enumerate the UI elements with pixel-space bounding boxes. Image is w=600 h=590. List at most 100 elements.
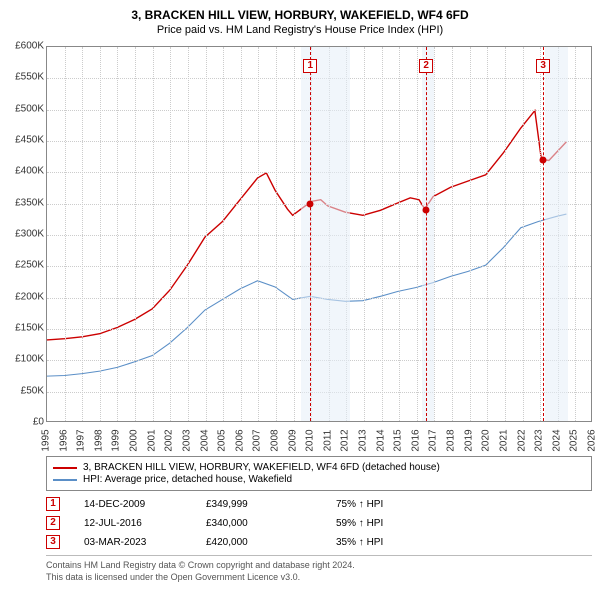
gridline-v — [276, 47, 277, 421]
event-marker: 1 — [303, 59, 317, 73]
gridline-v — [523, 47, 524, 421]
chart-container: 3, BRACKEN HILL VIEW, HORBURY, WAKEFIELD… — [0, 0, 600, 589]
x-axis-label: 2010 — [305, 429, 316, 451]
x-axis-label: 2024 — [551, 429, 562, 451]
legend-row: 3, BRACKEN HILL VIEW, HORBURY, WAKEFIELD… — [53, 462, 585, 473]
x-axis-label: 2000 — [129, 429, 140, 451]
y-axis-label: £500K — [4, 103, 44, 114]
x-axis-label: 1999 — [111, 429, 122, 451]
y-axis-label: £200K — [4, 291, 44, 302]
legend-row: HPI: Average price, detached house, Wake… — [53, 474, 585, 485]
x-axis-label: 2002 — [164, 429, 175, 451]
event-pct: 75% ↑ HPI — [336, 499, 383, 510]
x-axis-label: 2018 — [446, 429, 457, 451]
y-axis-label: £0 — [4, 417, 44, 428]
legend-swatch — [53, 467, 77, 469]
gridline-v — [364, 47, 365, 421]
plot-region: 1 2 3 — [46, 46, 592, 422]
x-axis-label: 1996 — [58, 429, 69, 451]
event-marker: 2 — [419, 59, 433, 73]
event-price: £349,999 — [206, 499, 336, 510]
event-number-box: 2 — [46, 516, 60, 530]
x-axis-label: 1998 — [93, 429, 104, 451]
x-axis-label: 2008 — [269, 429, 280, 451]
gridline-v — [135, 47, 136, 421]
chart-title: 3, BRACKEN HILL VIEW, HORBURY, WAKEFIELD… — [4, 8, 596, 22]
event-date: 12-JUL-2016 — [84, 518, 206, 529]
x-axis-label: 1997 — [76, 429, 87, 451]
x-axis-label: 2015 — [393, 429, 404, 451]
x-axis-label: 2016 — [410, 429, 421, 451]
x-axis-label: 2012 — [340, 429, 351, 451]
y-axis-label: £150K — [4, 323, 44, 334]
event-marker: 3 — [536, 59, 550, 73]
gridline-v — [575, 47, 576, 421]
sale-dot — [540, 156, 547, 163]
x-axis-label: 2004 — [199, 429, 210, 451]
x-axis-label: 2014 — [375, 429, 386, 451]
gridline-v — [382, 47, 383, 421]
gridline-v — [434, 47, 435, 421]
gridline-v — [117, 47, 118, 421]
x-axis-label: 2017 — [428, 429, 439, 451]
event-pct: 59% ↑ HPI — [336, 518, 383, 529]
y-axis-label: £400K — [4, 166, 44, 177]
legend-swatch — [53, 479, 77, 481]
gridline-v — [206, 47, 207, 421]
x-axis-label: 2022 — [516, 429, 527, 451]
legend-label: HPI: Average price, detached house, Wake… — [83, 474, 292, 485]
footer-line-2: This data is licensed under the Open Gov… — [46, 572, 592, 584]
y-axis-label: £600K — [4, 41, 44, 52]
y-axis-label: £450K — [4, 135, 44, 146]
x-axis-label: 2009 — [287, 429, 298, 451]
x-axis-label: 2019 — [463, 429, 474, 451]
x-axis-label: 2025 — [569, 429, 580, 451]
x-axis-label: 2023 — [534, 429, 545, 451]
gridline-v — [188, 47, 189, 421]
gridline-v — [540, 47, 541, 421]
legend-label: 3, BRACKEN HILL VIEW, HORBURY, WAKEFIELD… — [83, 462, 440, 473]
x-axis-label: 2020 — [481, 429, 492, 451]
y-axis-label: £300K — [4, 229, 44, 240]
gridline-v — [241, 47, 242, 421]
event-line — [543, 47, 544, 421]
gridline-v — [223, 47, 224, 421]
gridline-v — [505, 47, 506, 421]
y-axis-label: £250K — [4, 260, 44, 271]
chart-area: 1 2 3 £0 £50K £100K £150K £200K £250K £300K £350K… — [4, 42, 596, 452]
y-axis-label: £350K — [4, 197, 44, 208]
x-axis-label: 2026 — [587, 429, 598, 451]
sale-dot — [307, 200, 314, 207]
y-axis-label: £100K — [4, 354, 44, 365]
gridline-v — [258, 47, 259, 421]
x-axis-label: 1995 — [41, 429, 52, 451]
event-line — [426, 47, 427, 421]
gridline-v — [399, 47, 400, 421]
gridline-v — [153, 47, 154, 421]
gridline-v — [452, 47, 453, 421]
y-axis-label: £550K — [4, 72, 44, 83]
shaded-region — [545, 47, 568, 421]
events-table: 1 14-DEC-2009£349,99975% ↑ HPI 2 12-JUL-201… — [46, 497, 592, 549]
x-axis-label: 2021 — [498, 429, 509, 451]
gridline-v — [170, 47, 171, 421]
event-price: £420,000 — [206, 537, 336, 548]
event-date: 03-MAR-2023 — [84, 537, 206, 548]
x-axis-label: 2005 — [217, 429, 228, 451]
gridline-v — [487, 47, 488, 421]
gridline-v — [100, 47, 101, 421]
event-price: £340,000 — [206, 518, 336, 529]
shaded-region — [301, 47, 350, 421]
x-axis-label: 2011 — [322, 430, 333, 452]
y-axis-label: £50K — [4, 385, 44, 396]
gridline-v — [417, 47, 418, 421]
sale-dot — [423, 206, 430, 213]
event-number-box: 1 — [46, 497, 60, 511]
event-number-box: 3 — [46, 535, 60, 549]
event-row: 3 03-MAR-2023£420,00035% ↑ HPI — [46, 535, 592, 549]
gridline-v — [65, 47, 66, 421]
event-date: 14-DEC-2009 — [84, 499, 206, 510]
event-row: 1 14-DEC-2009£349,99975% ↑ HPI — [46, 497, 592, 511]
chart-subtitle: Price paid vs. HM Land Registry's House … — [4, 24, 596, 36]
event-pct: 35% ↑ HPI — [336, 537, 383, 548]
